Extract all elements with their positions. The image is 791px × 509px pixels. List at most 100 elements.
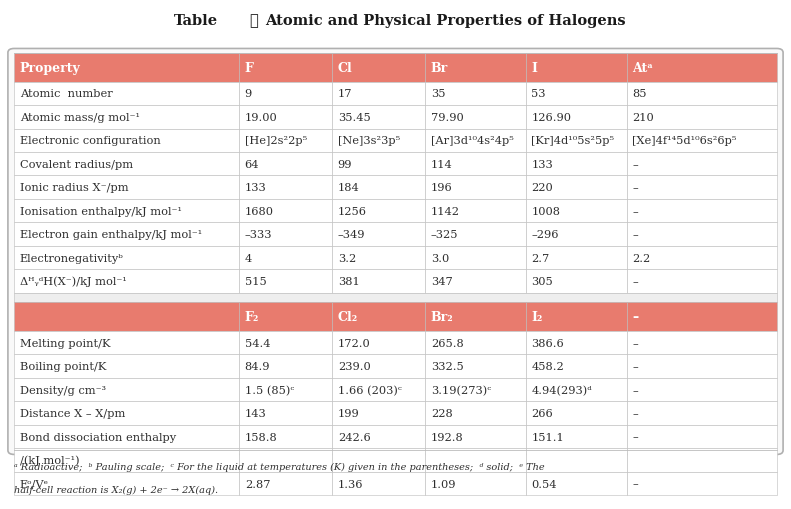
Text: 265.8: 265.8: [431, 338, 464, 348]
Bar: [332, 153, 426, 176]
Bar: [526, 53, 626, 82]
Bar: [332, 355, 426, 378]
Text: Melting point/K: Melting point/K: [20, 338, 110, 348]
Text: Property: Property: [20, 62, 81, 74]
Text: 220: 220: [532, 183, 553, 193]
Bar: [426, 472, 526, 495]
Text: Covalent radius/pm: Covalent radius/pm: [20, 159, 133, 169]
Text: 4: 4: [244, 253, 252, 263]
Bar: [626, 331, 777, 355]
Text: 239.0: 239.0: [338, 361, 370, 372]
Text: [Xe]4f¹⁴5d¹⁰6s²6p⁵: [Xe]4f¹⁴5d¹⁰6s²6p⁵: [632, 136, 736, 146]
Bar: [626, 223, 777, 246]
Bar: [239, 378, 332, 402]
Bar: [526, 355, 626, 378]
Bar: [332, 223, 426, 246]
Bar: [332, 270, 426, 293]
Text: 1008: 1008: [532, 206, 561, 216]
Bar: [239, 106, 332, 129]
Bar: [626, 153, 777, 176]
Bar: [526, 223, 626, 246]
Text: 192.8: 192.8: [431, 432, 464, 442]
Text: –: –: [632, 338, 638, 348]
Bar: [332, 176, 426, 200]
Bar: [14, 472, 239, 495]
Bar: [14, 331, 239, 355]
Text: –: –: [632, 230, 638, 240]
Text: 17: 17: [338, 89, 352, 99]
Text: half-cell reaction is X₂(g) + 2e⁻ → 2X(aq).: half-cell reaction is X₂(g) + 2e⁻ → 2X(a…: [14, 485, 218, 494]
Bar: [14, 270, 239, 293]
Text: 114: 114: [431, 159, 452, 169]
Text: –: –: [632, 361, 638, 372]
Text: –: –: [632, 159, 638, 169]
Bar: [332, 425, 426, 448]
Text: –333: –333: [244, 230, 272, 240]
Bar: [332, 53, 426, 82]
Bar: [332, 82, 426, 106]
Text: –: –: [632, 478, 638, 489]
Bar: [14, 223, 239, 246]
Bar: [14, 302, 239, 331]
Bar: [239, 53, 332, 82]
Text: Cl₂: Cl₂: [338, 310, 358, 323]
Text: 151.1: 151.1: [532, 432, 564, 442]
Text: 143: 143: [244, 408, 267, 418]
Text: Atomic  number: Atomic number: [20, 89, 112, 99]
Text: Density/g cm⁻³: Density/g cm⁻³: [20, 385, 106, 395]
Text: Electron gain enthalpy/kJ mol⁻¹: Electron gain enthalpy/kJ mol⁻¹: [20, 230, 202, 240]
Bar: [239, 472, 332, 495]
Bar: [332, 402, 426, 425]
Text: 196: 196: [431, 183, 452, 193]
Text: 53: 53: [532, 89, 546, 99]
Bar: [332, 331, 426, 355]
Bar: [526, 153, 626, 176]
Bar: [14, 176, 239, 200]
Text: Boiling point/K: Boiling point/K: [20, 361, 106, 372]
Text: [Ne]3s²3p⁵: [Ne]3s²3p⁵: [338, 136, 400, 146]
Bar: [14, 448, 239, 472]
Text: 54.4: 54.4: [244, 338, 271, 348]
Text: ❘: ❘: [249, 14, 258, 29]
Text: ᵃ Radioactive;  ᵇ Pauling scale;  ᶜ For the liquid at temperatures (K) given in : ᵃ Radioactive; ᵇ Pauling scale; ᶜ For th…: [14, 462, 545, 471]
Text: 35.45: 35.45: [338, 112, 370, 123]
Bar: [426, 302, 526, 331]
Bar: [426, 425, 526, 448]
Bar: [239, 176, 332, 200]
Text: 133: 133: [532, 159, 553, 169]
Bar: [626, 378, 777, 402]
Text: 4.94(293)ᵈ: 4.94(293)ᵈ: [532, 385, 592, 395]
Text: 1142: 1142: [431, 206, 460, 216]
Bar: [626, 355, 777, 378]
Text: 158.8: 158.8: [244, 432, 278, 442]
Bar: [526, 246, 626, 270]
Bar: [626, 425, 777, 448]
Text: 3.19(273)ᶜ: 3.19(273)ᶜ: [431, 385, 491, 395]
Bar: [332, 448, 426, 472]
Bar: [526, 82, 626, 106]
Text: –349: –349: [338, 230, 365, 240]
Bar: [239, 153, 332, 176]
Bar: [14, 153, 239, 176]
Bar: [14, 425, 239, 448]
Text: Bond dissociation enthalpy: Bond dissociation enthalpy: [20, 432, 176, 442]
Bar: [526, 302, 626, 331]
Bar: [526, 378, 626, 402]
Text: 184: 184: [338, 183, 359, 193]
Text: Br₂: Br₂: [431, 310, 453, 323]
Text: I: I: [532, 62, 537, 74]
Text: 126.90: 126.90: [532, 112, 571, 123]
Bar: [526, 200, 626, 223]
Text: 2.7: 2.7: [532, 253, 550, 263]
Text: 85: 85: [632, 89, 646, 99]
Bar: [14, 53, 239, 82]
Text: –: –: [632, 183, 638, 193]
Bar: [626, 82, 777, 106]
Bar: [526, 270, 626, 293]
Text: –: –: [632, 408, 638, 418]
Text: 19.00: 19.00: [244, 112, 278, 123]
Bar: [526, 402, 626, 425]
Text: Electronegativityᵇ: Electronegativityᵇ: [20, 253, 123, 263]
Text: 266: 266: [532, 408, 553, 418]
Text: Atᵃ: Atᵃ: [632, 62, 653, 74]
